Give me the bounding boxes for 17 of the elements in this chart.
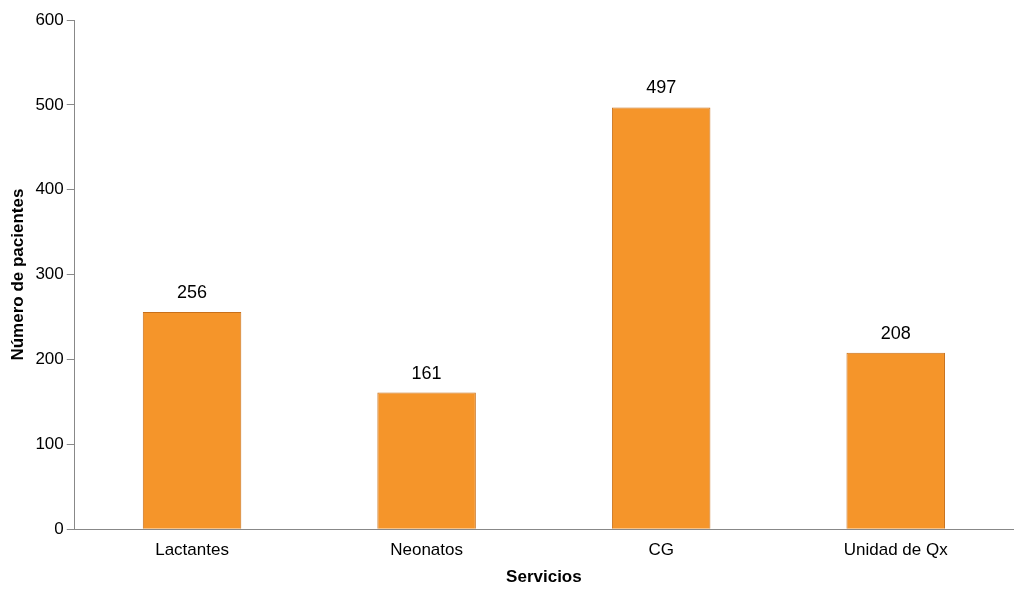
y-tick-label: 100	[35, 434, 64, 454]
y-tick-label: 600	[35, 9, 64, 29]
data-label: 497	[646, 77, 677, 98]
y-tick-label: 400	[35, 179, 64, 199]
x-tick-label: Neonatos	[390, 540, 463, 560]
y-tick-label: 200	[35, 349, 64, 369]
y-tick-label: 0	[54, 518, 64, 538]
x-tick-label: CG	[648, 540, 674, 560]
data-label: 161	[411, 362, 442, 383]
x-axis-title: Servicios	[506, 567, 582, 587]
y-tick-label: 300	[35, 264, 64, 284]
y-axis-title: Número de pacientes	[7, 188, 27, 361]
data-label: 256	[177, 281, 208, 302]
x-tick-label: Lactantes	[155, 540, 229, 560]
data-label: 208	[880, 322, 911, 343]
y-tick-label: 500	[35, 94, 64, 114]
x-tick-label: Unidad de Qx	[843, 540, 949, 560]
